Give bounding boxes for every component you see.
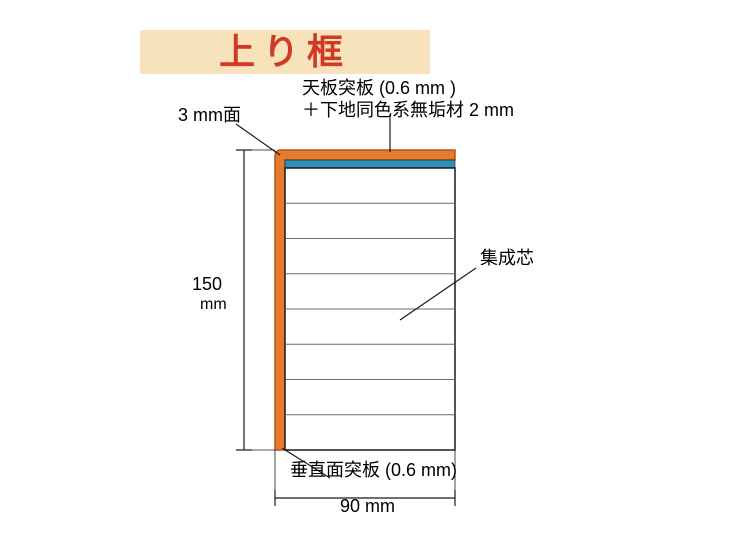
label-top-line2: ＋下地同色系無垢材 2 mm bbox=[302, 96, 514, 122]
label-core: 集成芯 bbox=[480, 244, 534, 270]
label-corner: 3 mm面 bbox=[178, 101, 241, 127]
dim-width-value: 90 mm bbox=[340, 496, 395, 517]
dim-height-unit: mm bbox=[200, 296, 227, 314]
dim-height-value: 150 bbox=[192, 274, 222, 295]
label-bottom: 垂直面突板 (0.6 mm) bbox=[290, 456, 457, 482]
